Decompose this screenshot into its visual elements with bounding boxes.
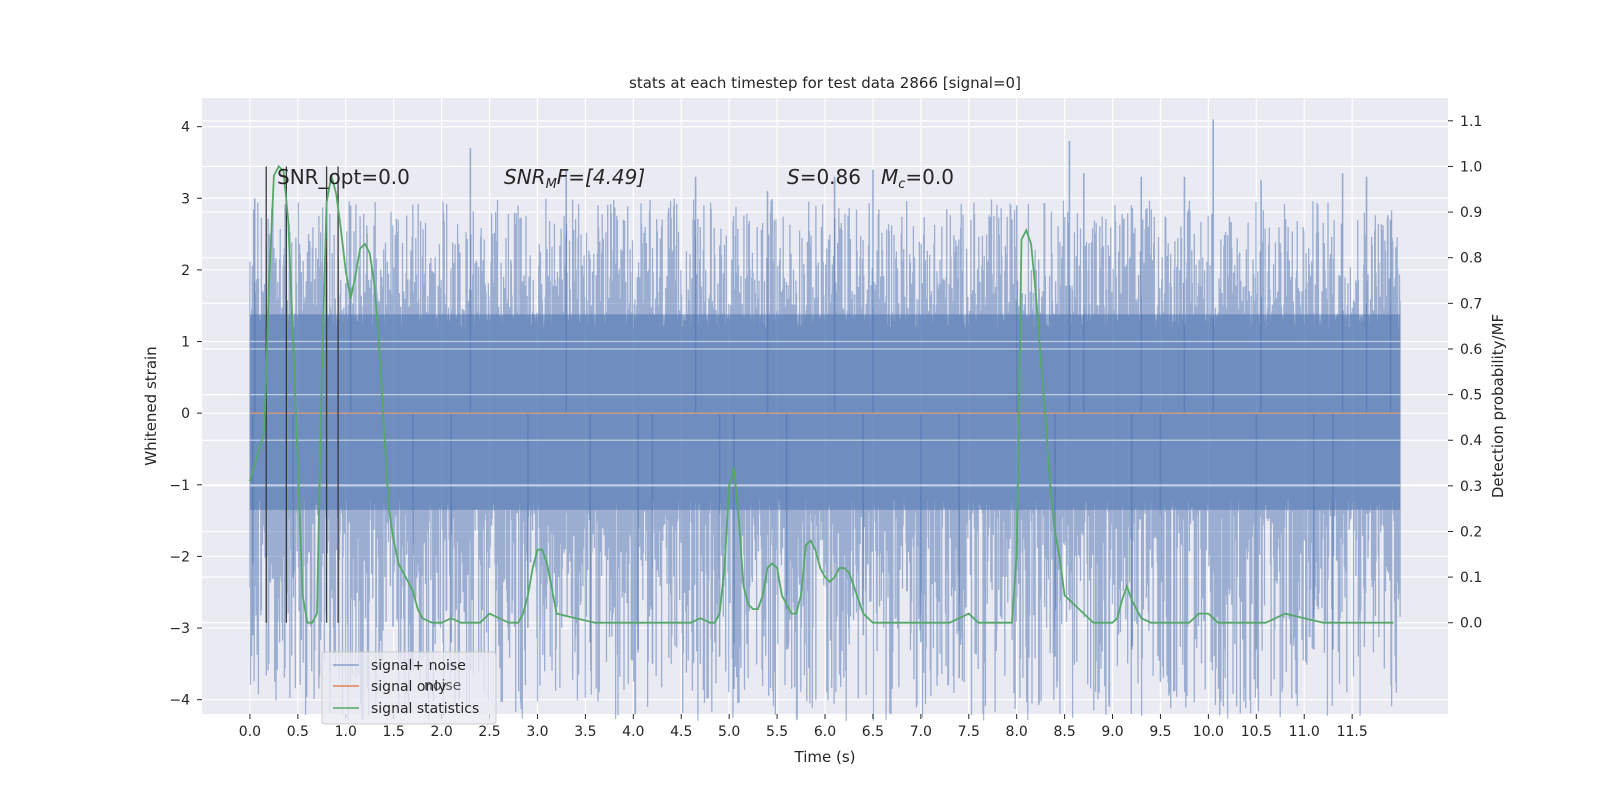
y-tick-label: 4 bbox=[181, 120, 190, 136]
y-tick-label: −2 bbox=[169, 549, 190, 565]
y-tick-label: 0 bbox=[181, 406, 190, 422]
x-tick-label: 10.5 bbox=[1241, 724, 1272, 740]
y2-tick-label: 0.5 bbox=[1460, 388, 1482, 404]
y-tick-label: −3 bbox=[169, 621, 190, 637]
annotation-snr-mf-symbol: SNR bbox=[504, 165, 546, 189]
annotation-s-symbol: S bbox=[787, 165, 800, 189]
legend: noise signal+ noise signal only signal s… bbox=[321, 651, 497, 725]
y-tick-labels: −4 −3 −2 −1 0 1 2 3 4 bbox=[169, 120, 202, 709]
y2-tick-label: 0.9 bbox=[1460, 205, 1482, 221]
x-tick-label: 0.0 bbox=[239, 724, 261, 740]
x-tick-label: 7.0 bbox=[910, 724, 932, 740]
y2-axis-label: Detection probability/MF bbox=[1489, 314, 1507, 498]
y2-tick-label: 0.6 bbox=[1460, 342, 1482, 358]
x-tick-label: 6.5 bbox=[862, 724, 884, 740]
y2-tick-label: 0.4 bbox=[1460, 433, 1482, 449]
legend-label-signal-noise: signal+ noise bbox=[371, 658, 466, 674]
x-tick-label: 10.0 bbox=[1193, 724, 1224, 740]
y2-tick-label: 0.2 bbox=[1460, 524, 1482, 540]
x-tick-labels: 0.0 0.5 1.0 1.5 2.0 2.5 3.0 3.5 4.0 4.5 5.0 5.5 6.0 6… bbox=[239, 714, 1368, 740]
x-tick-label: 5.0 bbox=[718, 724, 740, 740]
annotation-snr-mf-value: F=[4.49] bbox=[557, 165, 645, 189]
y2-tick-label: 0.8 bbox=[1460, 251, 1482, 267]
x-tick-label: 9.5 bbox=[1149, 724, 1171, 740]
annotation-mc: Mc=0.0 bbox=[881, 165, 954, 192]
x-tick-label: 2.5 bbox=[478, 724, 500, 740]
annotation-s: S=0.86 bbox=[787, 165, 861, 189]
y-axis-label: Whitened strain bbox=[142, 346, 160, 465]
x-axis-label: Time (s) bbox=[794, 748, 856, 766]
y-tick-label: −4 bbox=[169, 693, 190, 709]
y2-tick-label: 0.1 bbox=[1460, 570, 1482, 586]
y-tick-label: 3 bbox=[181, 191, 190, 207]
x-tick-label: 6.0 bbox=[814, 724, 836, 740]
x-tick-label: 9.0 bbox=[1101, 724, 1123, 740]
legend-label-signal-only: signal only bbox=[371, 679, 446, 695]
y2-tick-label: 0.7 bbox=[1460, 296, 1482, 312]
x-tick-label: 1.5 bbox=[383, 724, 405, 740]
x-tick-label: 7.5 bbox=[958, 724, 980, 740]
annotation-snr-mf-subscript: M bbox=[546, 177, 557, 192]
legend-box bbox=[321, 651, 497, 725]
signal-statistics-series bbox=[249, 164, 1394, 624]
signal-statistics-line bbox=[249, 164, 1394, 624]
y2-tick-label: 1.1 bbox=[1460, 114, 1482, 130]
y-tick-label: 2 bbox=[181, 263, 190, 279]
annotation-mc-subscript: c bbox=[898, 177, 905, 192]
x-tick-label: 3.5 bbox=[574, 724, 596, 740]
annotation-snr-mf: SNRMF=[4.49] bbox=[504, 165, 645, 192]
noise-trace bbox=[249, 198, 1401, 721]
y2-tick-label: 0.0 bbox=[1460, 616, 1482, 632]
legend-label-signal-statistics: signal statistics bbox=[371, 701, 479, 717]
x-tick-label: 5.5 bbox=[766, 724, 788, 740]
x-tick-label: 4.0 bbox=[622, 724, 644, 740]
x-tick-label: 3.0 bbox=[526, 724, 548, 740]
y-tick-label: −1 bbox=[169, 478, 190, 494]
y2-tick-label: 0.3 bbox=[1460, 479, 1482, 495]
x-tick-label: 4.5 bbox=[670, 724, 692, 740]
x-tick-label: 11.5 bbox=[1337, 724, 1368, 740]
y2-tick-labels: 0.0 0.1 0.2 0.3 0.4 0.5 0.6 0.7 0.8 0.9 1.0 1.1 bbox=[1448, 114, 1482, 632]
x-tick-label: 8.0 bbox=[1006, 724, 1028, 740]
x-tick-label: 2.0 bbox=[430, 724, 452, 740]
x-tick-label: 11.0 bbox=[1289, 724, 1320, 740]
legend-ghost-text: noise bbox=[424, 678, 461, 694]
annotation-mc-symbol: M bbox=[881, 165, 898, 189]
y2-tick-label: 1.0 bbox=[1460, 159, 1482, 175]
x-tick-label: 8.5 bbox=[1053, 724, 1075, 740]
signal-noise-series bbox=[249, 119, 1401, 721]
x-tick-label: 0.5 bbox=[287, 724, 309, 740]
x-tick-label: 1.0 bbox=[335, 724, 357, 740]
annotation-snr-opt: SNR_opt=0.0 bbox=[277, 165, 410, 189]
annotation-s-value: =0.86 bbox=[800, 165, 861, 189]
y-tick-label: 1 bbox=[181, 335, 190, 351]
chart-title: stats at each timestep for test data 286… bbox=[629, 74, 1021, 92]
annotation-mc-value: =0.0 bbox=[905, 165, 954, 189]
